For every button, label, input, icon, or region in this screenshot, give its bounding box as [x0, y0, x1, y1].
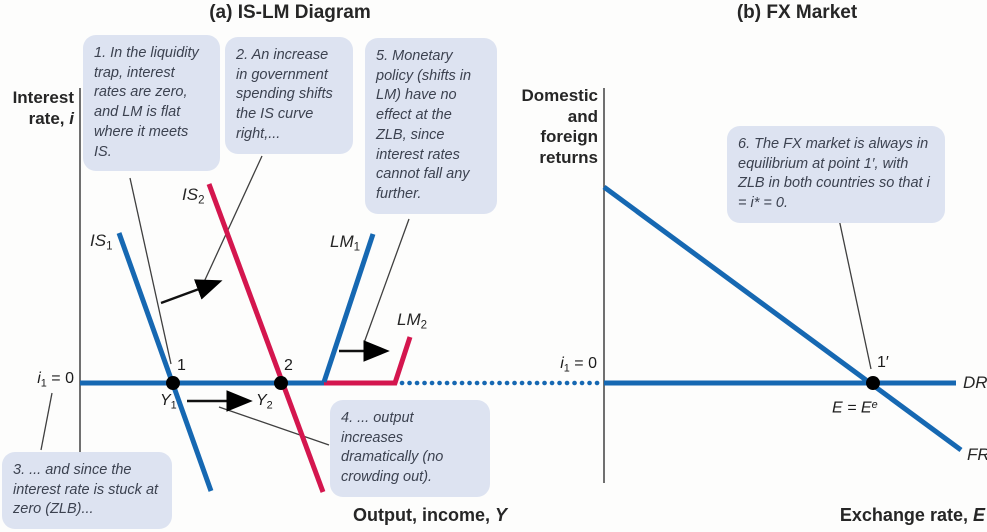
- leader-callout-3: [40, 392, 53, 451]
- fr-line: [602, 184, 963, 453]
- zero-rate-b-i: i: [560, 355, 564, 372]
- is-shift-arrow: [160, 279, 223, 305]
- x-axis-label-b: Exchange rate, E: [830, 505, 985, 527]
- zero-rate-a-i: i: [37, 370, 41, 387]
- point-1-prime: [866, 376, 880, 390]
- callout-6: 6. The FX market is always in equilibriu…: [727, 126, 945, 223]
- point-1-prime-label: 1′: [877, 354, 889, 371]
- equilibrium-exchange-label: E = Ee: [832, 399, 878, 418]
- point-1: [166, 376, 180, 390]
- lm2-curve: [324, 336, 413, 386]
- panel-a-title: (a) IS-LM Diagram: [209, 2, 371, 23]
- fr-label: FR: [967, 445, 987, 464]
- is2-curve: [206, 183, 326, 493]
- e-sup: e: [871, 399, 878, 411]
- y-axis-label-a-text: Interest rate,: [12, 88, 74, 128]
- x-axis-label-a-text: Output, income,: [352, 505, 490, 525]
- lm2-sub: 2: [420, 319, 428, 332]
- x-axis-label-b-text: Exchange rate,: [839, 505, 968, 525]
- leader-callout-6: [838, 218, 872, 370]
- panel-b-title: (b) FX Market: [736, 2, 858, 23]
- is2-label: IS2: [182, 185, 204, 206]
- zero-rate-a-rest: = 0: [46, 370, 74, 387]
- is1-sub: 1: [106, 240, 113, 253]
- y2-sub: 2: [266, 399, 273, 412]
- leader-callout-2: [203, 155, 263, 283]
- lm1-curve: [321, 233, 376, 383]
- y2-tick-label: Y2: [256, 392, 273, 411]
- zero-rate-label-a: i1 = 0: [8, 370, 74, 389]
- y2-base: Y: [256, 392, 267, 409]
- is1-base: IS: [90, 231, 107, 250]
- leader-callout-4: [218, 406, 330, 446]
- zero-rate-label-b: i1 = 0: [531, 355, 597, 374]
- lm1-label: LM1: [330, 232, 360, 253]
- zero-rate-b-sub: 1: [563, 362, 570, 375]
- y1-sub: 1: [170, 399, 177, 412]
- y-axis-label-a: Interest rate, i: [0, 88, 74, 129]
- lm1-sub: 1: [353, 241, 361, 254]
- is1-label: IS1: [90, 231, 112, 252]
- e-base: E = E: [832, 399, 872, 417]
- callout-4: 4. ... output increases dramatically (no…: [330, 400, 490, 497]
- x-axis-label-a: Output, income, Y: [324, 505, 536, 527]
- x-axis-label-a-symbol: Y: [495, 505, 508, 525]
- lm2-label: LM2: [397, 310, 427, 331]
- y1-base: Y: [160, 392, 171, 409]
- is1-curve: [116, 232, 214, 492]
- callout-5: 5. Monetary policy (shifts in LM) have n…: [365, 38, 497, 214]
- x-axis-label-b-symbol: E: [972, 505, 985, 525]
- y1-tick-label: Y1: [160, 392, 177, 411]
- zero-rate-a-sub: 1: [40, 377, 47, 390]
- leader-callout-1: [129, 177, 172, 365]
- leader-callout-5: [363, 218, 410, 344]
- y-axis-label-b: Domestic and foreign returns: [521, 86, 598, 168]
- callout-3: 3. ... and since the interest rate is st…: [2, 452, 172, 530]
- y-axis-label-a-symbol: i: [69, 108, 74, 128]
- callout-2: 2. An increase in government spending sh…: [225, 37, 353, 154]
- is2-base: IS: [182, 185, 199, 204]
- point-2-label: 2: [284, 357, 293, 374]
- lm1-base: LM: [330, 232, 354, 251]
- dr-label: DR: [963, 373, 987, 392]
- point-1-label: 1: [177, 357, 186, 374]
- lm2-base: LM: [397, 310, 421, 329]
- callout-1: 1. In the liquidity trap, interest rates…: [83, 35, 220, 172]
- zero-rate-b-rest: = 0: [569, 355, 597, 372]
- is2-sub: 2: [198, 194, 205, 207]
- point-2: [274, 376, 288, 390]
